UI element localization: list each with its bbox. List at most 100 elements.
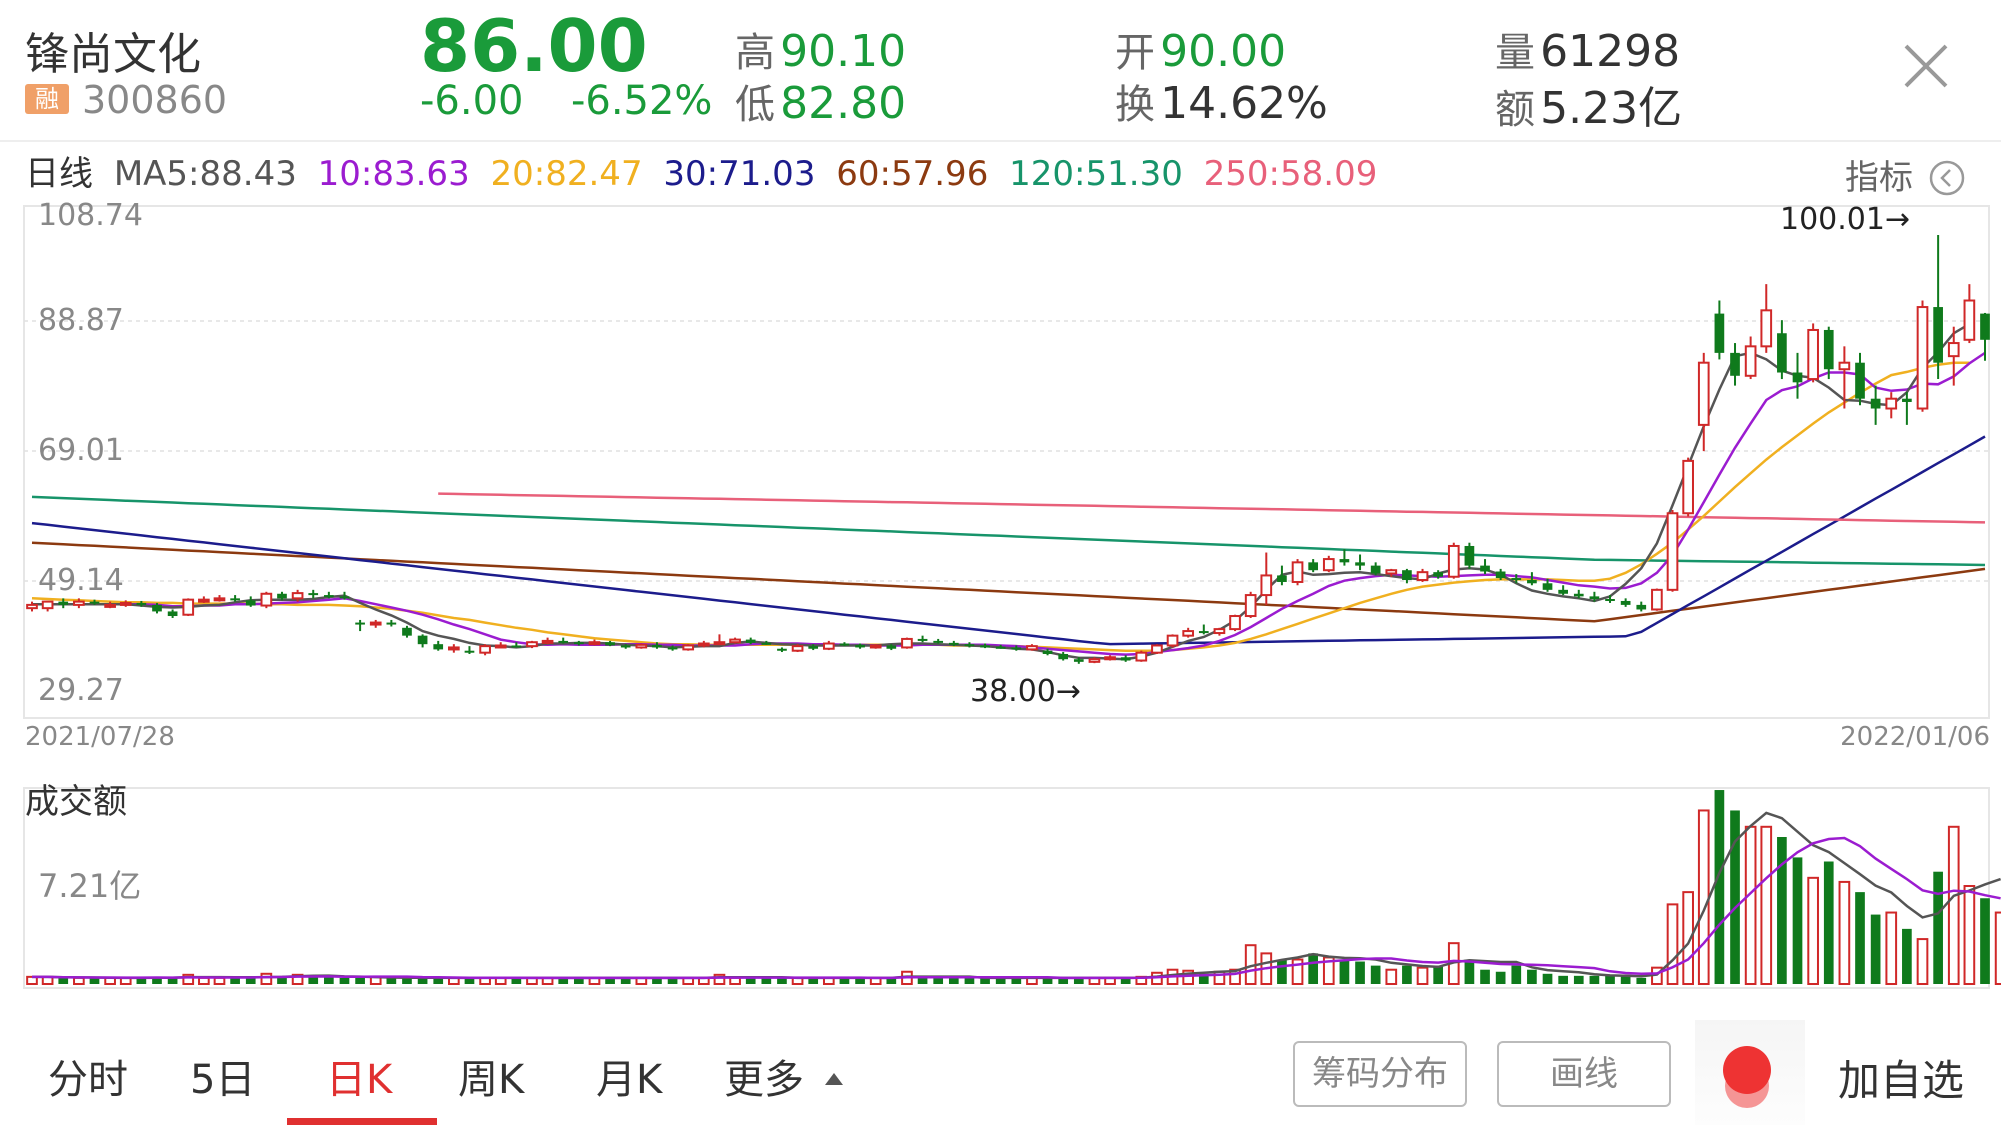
volume-bar bbox=[839, 977, 850, 984]
volume-bar bbox=[1777, 837, 1787, 984]
candle-body bbox=[1291, 561, 1304, 583]
candle-body bbox=[995, 646, 1006, 649]
candle-body bbox=[1447, 544, 1460, 578]
volume-bar bbox=[1916, 938, 1929, 985]
ma250-line bbox=[438, 492, 1986, 524]
volume-bar bbox=[1495, 971, 1506, 984]
volume-bar bbox=[1636, 977, 1647, 984]
volume-bar bbox=[1885, 911, 1898, 986]
volume-bar bbox=[1620, 975, 1631, 984]
candle-body bbox=[1777, 333, 1787, 373]
candle-body bbox=[822, 642, 835, 650]
candle-body bbox=[1697, 361, 1710, 426]
volume-bar bbox=[167, 977, 178, 984]
tab-weekly-k[interactable]: 周K bbox=[458, 1057, 525, 1103]
candle-body bbox=[1011, 647, 1022, 650]
candle-body bbox=[682, 644, 695, 651]
volume-bar bbox=[324, 976, 334, 984]
candle-body bbox=[1104, 656, 1116, 661]
volume-bar bbox=[1838, 880, 1851, 986]
candle-body bbox=[869, 644, 882, 649]
candle-body bbox=[1760, 309, 1773, 348]
volume-y-tick: 7.21亿 bbox=[38, 867, 141, 905]
candle-body bbox=[1151, 644, 1163, 654]
volume-bar bbox=[1902, 928, 1912, 984]
candle-body bbox=[652, 644, 662, 648]
record-icon[interactable] bbox=[1695, 1020, 1805, 1125]
candle-body bbox=[213, 597, 226, 602]
volume-bar bbox=[995, 977, 1006, 984]
candle-body bbox=[1402, 570, 1412, 581]
volume-bar bbox=[1542, 973, 1553, 984]
volume-bar bbox=[1182, 969, 1195, 986]
volume-bar bbox=[1198, 973, 1209, 984]
volume-bar bbox=[1480, 969, 1490, 984]
y-tick-label: 49.14 bbox=[38, 563, 124, 598]
ma20-value: 20:82.47 bbox=[490, 154, 643, 194]
candle-body bbox=[1042, 650, 1053, 654]
volume-bar bbox=[433, 977, 444, 984]
volume-bar bbox=[745, 977, 756, 984]
ma30-value: 30:71.03 bbox=[663, 154, 816, 194]
ma-legend: 日线 MA5:88.43 10:83.63 20:82.47 30:71.03 … bbox=[25, 146, 1377, 195]
volume-bar bbox=[152, 976, 162, 984]
volume-bar bbox=[917, 977, 928, 984]
volume-quote: 量 61298 bbox=[1495, 20, 1680, 78]
volume-bar bbox=[417, 977, 428, 984]
y-tick-label: 29.27 bbox=[38, 673, 124, 708]
indicator-button[interactable]: 指标 bbox=[1845, 150, 1966, 199]
chip-distribution-button[interactable]: 筹码分布 bbox=[1293, 1041, 1467, 1107]
candle-body bbox=[1416, 571, 1429, 582]
tab-daily-k[interactable]: 日K bbox=[326, 1057, 393, 1103]
candle-body bbox=[448, 646, 460, 651]
candle-body bbox=[1744, 345, 1757, 377]
volume-bar bbox=[1666, 903, 1679, 985]
candle-body bbox=[1495, 571, 1506, 579]
tab-intraday[interactable]: 分时 bbox=[48, 1057, 128, 1103]
candle-body bbox=[1605, 599, 1615, 602]
volume-bar bbox=[713, 973, 726, 985]
candle-body bbox=[526, 641, 538, 648]
candle-body bbox=[1277, 575, 1287, 582]
volume-bar bbox=[558, 977, 569, 984]
candle-body bbox=[697, 642, 710, 647]
candle-body bbox=[635, 643, 648, 649]
add-watchlist-button[interactable]: 加自选 bbox=[1838, 1056, 1965, 1105]
volume-bar bbox=[1792, 857, 1803, 984]
volume-ma-lines bbox=[32, 811, 2001, 980]
volume-bar bbox=[73, 976, 85, 985]
turnover-value: 14.62% bbox=[1160, 78, 1328, 129]
candle-body bbox=[198, 598, 210, 603]
volume-bar bbox=[1697, 809, 1710, 985]
candle-body bbox=[1322, 558, 1335, 572]
turnover-quote: 换 14.62% bbox=[1115, 72, 1328, 130]
tab-5day[interactable]: 5日 bbox=[190, 1057, 256, 1103]
candle-body bbox=[433, 644, 444, 650]
candle-body bbox=[479, 645, 491, 654]
tab-more-label: 更多 bbox=[724, 1057, 804, 1103]
candle-body bbox=[1355, 562, 1365, 566]
volume-bar bbox=[1370, 965, 1381, 984]
max-price-marker: 100.01→ bbox=[1780, 202, 1910, 237]
draw-line-button[interactable]: 画线 bbox=[1497, 1041, 1671, 1107]
volume-bar bbox=[667, 977, 678, 984]
tab-monthly-k[interactable]: 月K bbox=[596, 1057, 663, 1103]
candle-body bbox=[855, 644, 865, 648]
open-quote: 开 90.00 bbox=[1115, 20, 1286, 78]
volume-bar bbox=[464, 977, 475, 984]
volume-bar bbox=[1760, 825, 1773, 986]
volume-bars bbox=[26, 790, 2001, 986]
candle-body bbox=[1980, 313, 1990, 340]
candle-body bbox=[1636, 604, 1647, 610]
volume-bar bbox=[1589, 975, 1600, 984]
candle-body bbox=[511, 645, 522, 648]
volume-bar bbox=[1042, 977, 1053, 984]
kline-chart[interactable]: 108.74 88.87 69.01 49.14 29.27 2021/07/28 20… bbox=[0, 198, 2001, 1003]
change-percent: -6.52% bbox=[570, 78, 713, 124]
volume-bar bbox=[573, 977, 584, 984]
high-value: 90.10 bbox=[780, 26, 907, 77]
tab-more[interactable]: 更多 bbox=[724, 1047, 845, 1105]
indicator-label: 指标 bbox=[1845, 158, 1913, 198]
close-icon[interactable] bbox=[1900, 40, 1952, 92]
candle-body bbox=[980, 645, 990, 648]
